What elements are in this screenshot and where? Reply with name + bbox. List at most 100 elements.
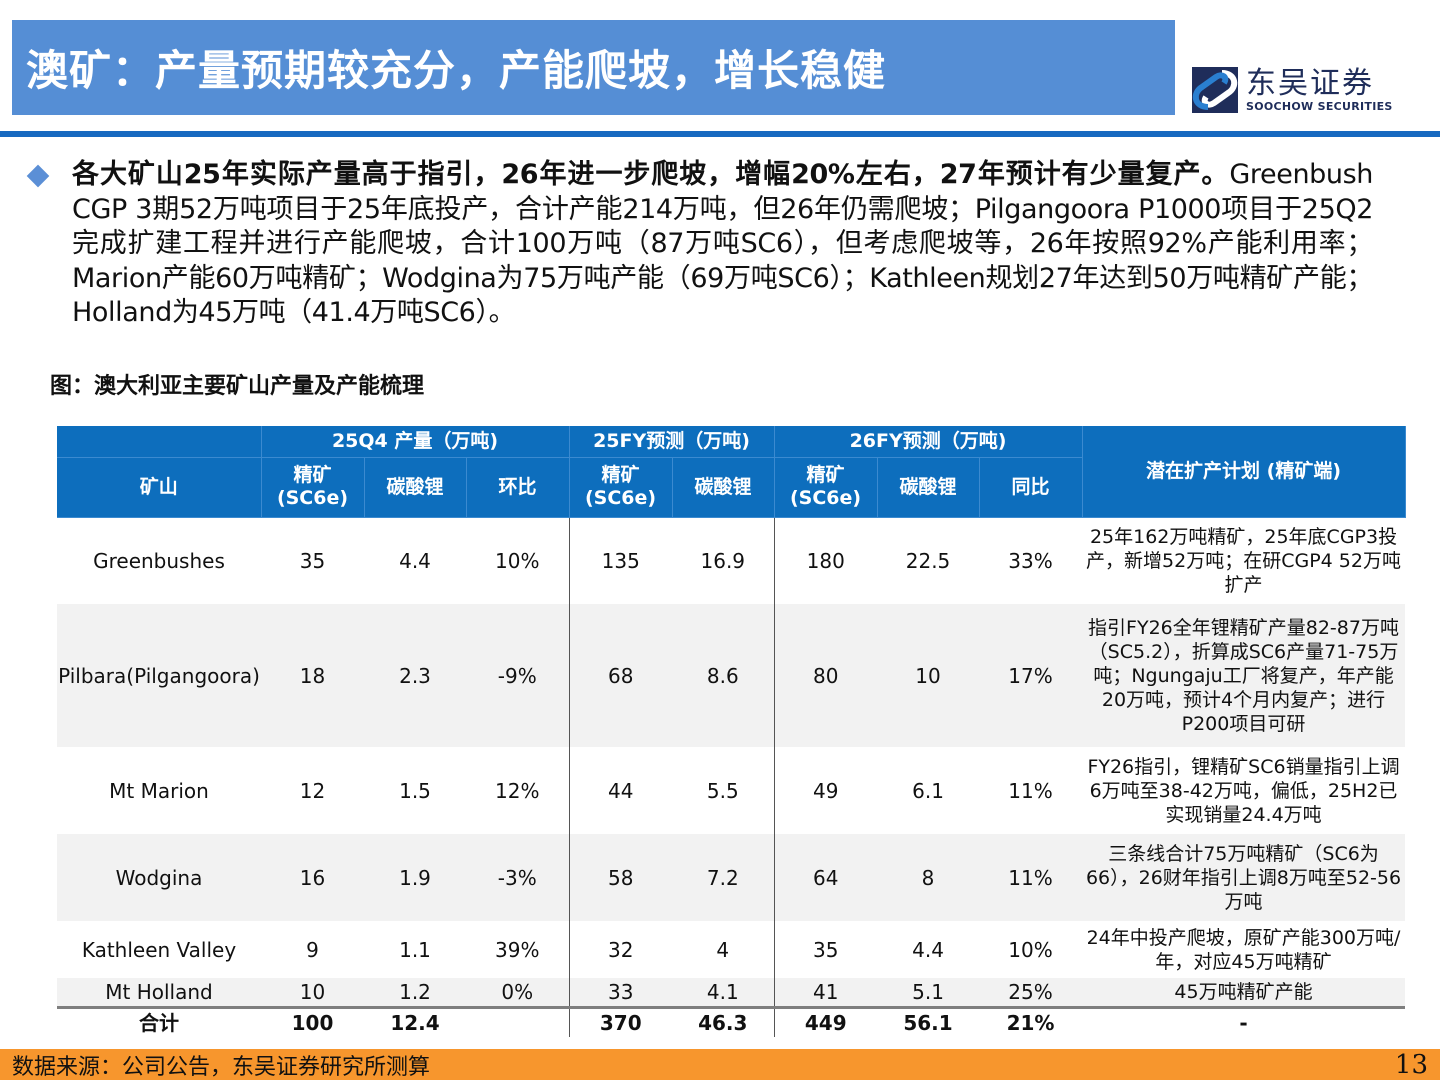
logo-name-cn: 东吴证券 (1246, 65, 1374, 101)
cell-mine: Kathleen Valley (81, 937, 237, 962)
cell-fy26-concentrate: 41 (773, 978, 878, 1007)
summary-bullet: 各大矿山25年实际产量高于指引，26年进一步爬坡，增幅20%左右，27年预计有少… (26, 158, 1373, 331)
cell-plan: 25年162万吨精矿，25年底CGP3投产，新增52万吨；在研CGP4 52万吨… (1086, 525, 1401, 596)
header-26fy-yoy: 同比 (979, 457, 1083, 518)
cell-q4-qoq: 12% (495, 778, 540, 803)
cell-fy26-concentrate: 64 (773, 834, 878, 921)
cell-q4-concentrate: 100 (261, 1005, 364, 1037)
figure-caption: 图：澳大利亚主要矿山产量及产能梳理 (50, 374, 425, 399)
cell-plan: 三条线合计75万吨精矿（SC6为66），26财年指引上调8万吨至52-56万吨 (1082, 834, 1406, 921)
cell-fy26-carbonate: 10 (877, 604, 980, 747)
cell-q4-qoq: 0% (466, 978, 570, 1007)
cell-mine: Mt Holland (57, 978, 261, 1007)
cell-fy26-carbonate: 8 (877, 834, 980, 921)
table-row-mt-holland: Mt Holland 10 1.2 0% 33 4.1 41 5.1 25% 4… (57, 978, 1406, 1007)
cell-q4-qoq: 39% (495, 937, 540, 962)
cell-q4-carbonate: 1.5 (399, 778, 431, 803)
cell-fy25-concentrate: 135 (568, 517, 673, 604)
cell-plan: 24年中投产爬坡，原矿产能300万吨/年，对应45万吨精矿 (1086, 926, 1401, 973)
mine-output-table: 25Q4 产量（万吨) 25FY预测（万吨) 26FY预测（万吨) 潜在扩产计划… (57, 426, 1406, 1037)
cell-mine: 合计 (57, 1005, 261, 1037)
summary-body: Greenbush CGP 3期52万吨项目于25年底投产，合计产能214万吨，… (72, 159, 1373, 328)
cell-fy26-yoy: 21% (979, 1005, 1083, 1037)
header-plan: 潜在扩产计划 (精矿端) (1082, 426, 1406, 518)
header-26fy-carbonate: 碳酸锂 (877, 457, 980, 518)
cell-q4-carbonate: 4.4 (399, 548, 431, 573)
cell-mine: Wodgina (57, 834, 261, 921)
cell-plan: - (1082, 1005, 1406, 1037)
cell-fy25-concentrate: 68 (568, 604, 673, 747)
header-25fy-carbonate: 碳酸锂 (672, 457, 775, 518)
cell-q4-carbonate: 1.1 (399, 937, 431, 962)
cell-q4-concentrate: 35 (299, 548, 326, 573)
data-source: 数据来源：公司公告，东吴证券研究所测算 (12, 1054, 431, 1080)
cell-plan: FY26指引，锂精矿SC6销量指引上调6万吨至38-42万吨，偏低，25H2已实… (1087, 755, 1400, 826)
cell-fy26-yoy: 11% (979, 834, 1083, 921)
header-25q4-qoq: 环比 (466, 457, 570, 518)
header-group-25fy: 25FY预测（万吨) (568, 426, 775, 458)
cell-q4-concentrate: 9 (306, 937, 319, 962)
cell-q4-concentrate: 16 (261, 834, 364, 921)
cell-fy25-concentrate: 58 (568, 834, 673, 921)
header-25q4-carbonate: 碳酸锂 (364, 457, 467, 518)
cell-fy26-concentrate: 449 (773, 1005, 878, 1037)
table-row-mt-marion: Mt Marion 12 1.5 12% 44 5.5 49 6.1 11% F… (57, 747, 1405, 834)
cell-fy26-yoy: 11% (1008, 778, 1053, 803)
cell-fy25-concentrate: 370 (568, 1005, 673, 1037)
header-group-26fy: 26FY预测（万吨) (773, 426, 1083, 458)
cell-fy25-carbonate: 7.2 (672, 834, 775, 921)
table-row-pilbara: Pilbara(Pilgangoora) 18 2.3 -9% 68 8.6 8… (57, 604, 1406, 747)
cell-mine: Greenbushes (93, 548, 225, 573)
cell-fy26-carbonate: 5.1 (877, 978, 980, 1007)
cell-fy26-concentrate: 49 (773, 747, 878, 834)
header-25fy-concentrate: 精矿 (SC6e) (568, 457, 673, 518)
cell-fy26-yoy: 10% (1008, 937, 1053, 962)
cell-q4-qoq: -9% (466, 604, 570, 747)
header-mine: 矿山 (57, 457, 262, 518)
diamond-bullet-icon (26, 164, 50, 188)
title-band: 澳矿：产量预期较充分，产能爬坡，增长稳健 (12, 20, 1175, 115)
cell-fy25-carbonate: 8.6 (672, 604, 775, 747)
slide-title: 澳矿：产量预期较充分，产能爬坡，增长稳健 (26, 46, 887, 95)
table-row-total: 合计 100 12.4 370 46.3 449 56.1 21% - (57, 1005, 1406, 1037)
cell-fy26-yoy: 25% (979, 978, 1083, 1007)
cell-mine: Pilbara(Pilgangoora) (57, 604, 261, 747)
cell-fy25-concentrate: 33 (568, 978, 673, 1007)
cell-q4-concentrate: 12 (299, 778, 326, 803)
table-row-kathleen-valley: Kathleen Valley 9 1.1 39% 32 4 35 4.4 10… (57, 921, 1405, 978)
header-25q4-concentrate: 精矿 (SC6e) (261, 457, 365, 518)
cell-fy25-carbonate: 46.3 (672, 1005, 775, 1037)
cell-q4-carbonate: 12.4 (364, 1005, 466, 1037)
cell-q4-qoq: -3% (466, 834, 570, 921)
page-number: 13 (1394, 1049, 1428, 1080)
cell-q4-concentrate: 10 (261, 978, 364, 1007)
cell-mine: Mt Marion (109, 778, 209, 803)
cell-fy25-carbonate: 16.9 (700, 548, 746, 573)
cell-q4-carbonate: 1.9 (364, 834, 466, 921)
cell-q4-concentrate: 18 (261, 604, 364, 747)
cell-fy26-yoy: 17% (979, 604, 1083, 747)
header-group-25q4: 25Q4 产量（万吨) (261, 426, 570, 458)
cell-fy26-carbonate: 22.5 (905, 548, 951, 573)
cell-plan: 45万吨精矿产能 (1082, 978, 1406, 1007)
header-divider (0, 131, 1440, 137)
cell-q4-carbonate: 1.2 (364, 978, 466, 1007)
cell-q4-qoq (466, 1005, 570, 1037)
summary-bold-lead: 各大矿山25年实际产量高于指引，26年进一步爬坡，增幅20%左右，27年预计有少… (72, 159, 1230, 190)
cell-fy26-carbonate: 4.4 (912, 937, 944, 962)
table-row-greenbushes: Greenbushes 35 4.4 10% 135 16.9 180 22.5… (57, 517, 1405, 604)
cell-q4-qoq: 10% (495, 548, 540, 573)
table-row-wodgina: Wodgina 16 1.9 -3% 58 7.2 64 8 11% 三条线合计… (57, 834, 1406, 921)
soochow-logo: 东吴证券 SOOCHOW SECURITIES (1192, 64, 1412, 116)
cell-fy25-concentrate: 32 (568, 921, 673, 978)
cell-fy25-carbonate: 4 (716, 937, 730, 962)
cell-fy26-yoy: 33% (1008, 548, 1053, 573)
footer-bar: 数据来源：公司公告，东吴证券研究所测算 13 (0, 1049, 1440, 1080)
cell-q4-carbonate: 2.3 (364, 604, 466, 747)
cell-fy26-carbonate: 6.1 (912, 778, 944, 803)
cell-plan: 指引FY26全年锂精矿产量82-87万吨（SC5.2），折算成SC6产量71-7… (1082, 604, 1406, 747)
cell-fy26-concentrate: 180 (773, 517, 878, 604)
logo-name-en: SOOCHOW SECURITIES (1246, 99, 1393, 113)
cell-fy25-carbonate: 5.5 (706, 778, 739, 803)
cell-fy26-concentrate: 35 (773, 921, 878, 978)
